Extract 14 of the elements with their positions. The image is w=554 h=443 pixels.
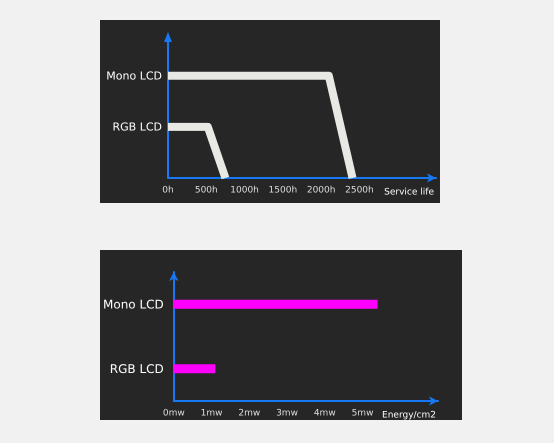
x-tick-label: 4mw [314, 408, 336, 418]
x-tick-label: 2500h [345, 186, 374, 196]
x-tick-label: 3mw [276, 408, 298, 418]
x-tick-label: 1mw [200, 408, 222, 418]
x-tick-label: 0h [162, 186, 174, 196]
x-axis-title: Service life [384, 188, 434, 198]
x-axis-title: Energy/cm2 [382, 410, 436, 420]
x-tick-label: 2000h [306, 186, 336, 196]
x-tick-label: 500h [194, 186, 218, 196]
x-tick-label: 0mw [162, 408, 185, 418]
x-tick-label: 2mw [238, 408, 260, 418]
x-tick-label: 1500h [268, 186, 298, 196]
x-tick-label: 1000h [230, 186, 259, 196]
x-tick-label: 5mw [352, 408, 374, 418]
